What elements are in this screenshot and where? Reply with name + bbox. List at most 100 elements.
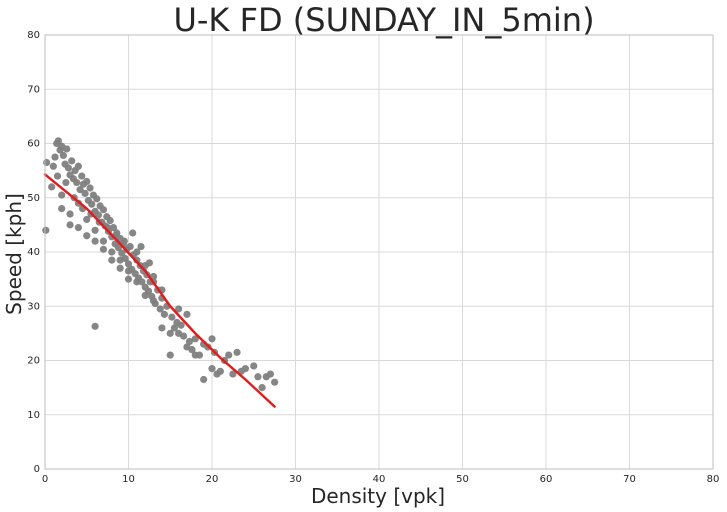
scatter-point-14 [68, 157, 76, 165]
y-tick-label-2: 20 [27, 356, 40, 367]
scatter-point-44 [118, 249, 126, 257]
scatter-point-94 [250, 362, 258, 370]
scatter-point-72 [170, 324, 179, 332]
scatter-point-76 [180, 332, 188, 340]
x-tick-label-1: 10 [122, 474, 135, 485]
scatter-point-128 [74, 223, 82, 232]
scatter-point-106 [108, 248, 116, 256]
plot-frame [44, 34, 714, 470]
x-tick-label-2: 20 [206, 474, 219, 485]
y-tick-label-8: 80 [27, 30, 40, 41]
scatter-point-132 [108, 256, 116, 264]
scatter-point-12 [64, 164, 72, 172]
scatter-point-98 [266, 370, 275, 378]
scatter-point-11 [63, 145, 71, 153]
scatter-point-19 [76, 186, 84, 194]
chart-title: U-K FD (SUNDAY_IN_5min) [173, 1, 594, 39]
scatter-point-96 [258, 384, 266, 392]
scatter-point-79 [188, 346, 196, 354]
scatter-point-56 [138, 278, 146, 286]
scatter-point-89 [225, 351, 233, 359]
scatter-point-48 [124, 260, 133, 268]
scatter-point-142 [191, 335, 199, 343]
scatter-point-139 [166, 329, 174, 337]
scatter-point-113 [58, 191, 66, 199]
scatter-point-0 [42, 226, 50, 234]
scatter-point-125 [53, 172, 62, 180]
scatter-point-37 [106, 216, 114, 225]
scatter-point-23 [83, 177, 91, 186]
y-tick-label-4: 40 [27, 247, 40, 258]
y-tick-label-7: 70 [27, 84, 40, 95]
y-tick-label-0: 0 [34, 464, 40, 475]
y-tick-label-1: 10 [27, 410, 40, 421]
scatter-point-114 [62, 178, 70, 187]
scatter-point-22 [81, 189, 89, 198]
fit-line-layer [43, 173, 276, 408]
scatter-point-71 [168, 313, 176, 321]
x-tick-label-5: 50 [456, 474, 469, 485]
scatter-point-30 [94, 211, 103, 219]
scatter-point-33 [99, 206, 108, 214]
scatter-point-42 [114, 244, 123, 252]
scatter-point-101 [66, 210, 74, 218]
scatter-point-20 [78, 172, 86, 180]
scatter-point-127 [66, 221, 74, 229]
scatter-point-93 [241, 365, 249, 373]
scatter-point-108 [124, 267, 133, 275]
x-tick-label-0: 0 [42, 474, 48, 485]
scatter-point-134 [124, 275, 133, 283]
y-tick-label-6: 60 [27, 139, 40, 150]
scatter-point-49 [126, 242, 134, 251]
scatter-point-9 [59, 151, 67, 160]
scatter-point-133 [116, 264, 124, 272]
scatter-point-26 [88, 200, 96, 208]
scatter-point-103 [83, 215, 91, 224]
scatter-point-130 [91, 237, 99, 245]
scatter-point-122 [129, 229, 137, 237]
scatter-point-138 [158, 324, 166, 332]
x-tick-label-6: 60 [540, 474, 553, 485]
scatter-point-87 [216, 367, 224, 375]
scatter-point-18 [74, 162, 82, 170]
scatter-point-126 [58, 205, 66, 213]
scatter-point-4 [51, 153, 59, 161]
scatter-point-105 [99, 237, 108, 245]
scatter-point-84 [208, 365, 216, 373]
scatter-point-99 [271, 378, 279, 386]
tick-layer: 0 10 20 30 40 50 60 70 80 0 10 20 30 40 50 60 70 80 [27, 30, 719, 485]
x-tick-label-4: 40 [373, 474, 386, 485]
scatter-point-141 [183, 310, 191, 318]
y-tick-label-3: 30 [27, 301, 40, 312]
scatter-point-70 [166, 351, 174, 359]
scatter-point-81 [195, 351, 204, 359]
scatter-point-121 [120, 237, 128, 245]
scatter-point-66 [156, 305, 164, 313]
scatter-point-78 [185, 337, 194, 346]
scatter-point-124 [145, 259, 153, 267]
scatter-point-137 [149, 297, 158, 305]
scatter-point-107 [116, 256, 124, 264]
scatter-point-104 [91, 226, 99, 234]
y-tick-label-5: 50 [27, 193, 40, 204]
scatter-point-29 [93, 195, 101, 203]
scatter-point-95 [254, 373, 262, 381]
scatter-point-6 [54, 137, 62, 145]
scatter-point-131 [99, 245, 108, 253]
scatter-point-75 [177, 321, 185, 329]
x-tick-label-7: 70 [623, 474, 636, 485]
scatter-point-2 [48, 183, 56, 191]
scatter-point-68 [160, 310, 169, 318]
y-axis-label: Speed [kph] [2, 193, 26, 315]
scatter-point-123 [137, 242, 145, 251]
scatter-point-90 [229, 370, 237, 378]
scatter-point-82 [200, 375, 208, 384]
scatter-point-100 [91, 322, 99, 330]
x-tick-label-3: 30 [289, 474, 302, 485]
scatter-point-144 [208, 335, 216, 343]
scatter-point-91 [233, 348, 241, 356]
scatter-point-135 [133, 278, 141, 286]
